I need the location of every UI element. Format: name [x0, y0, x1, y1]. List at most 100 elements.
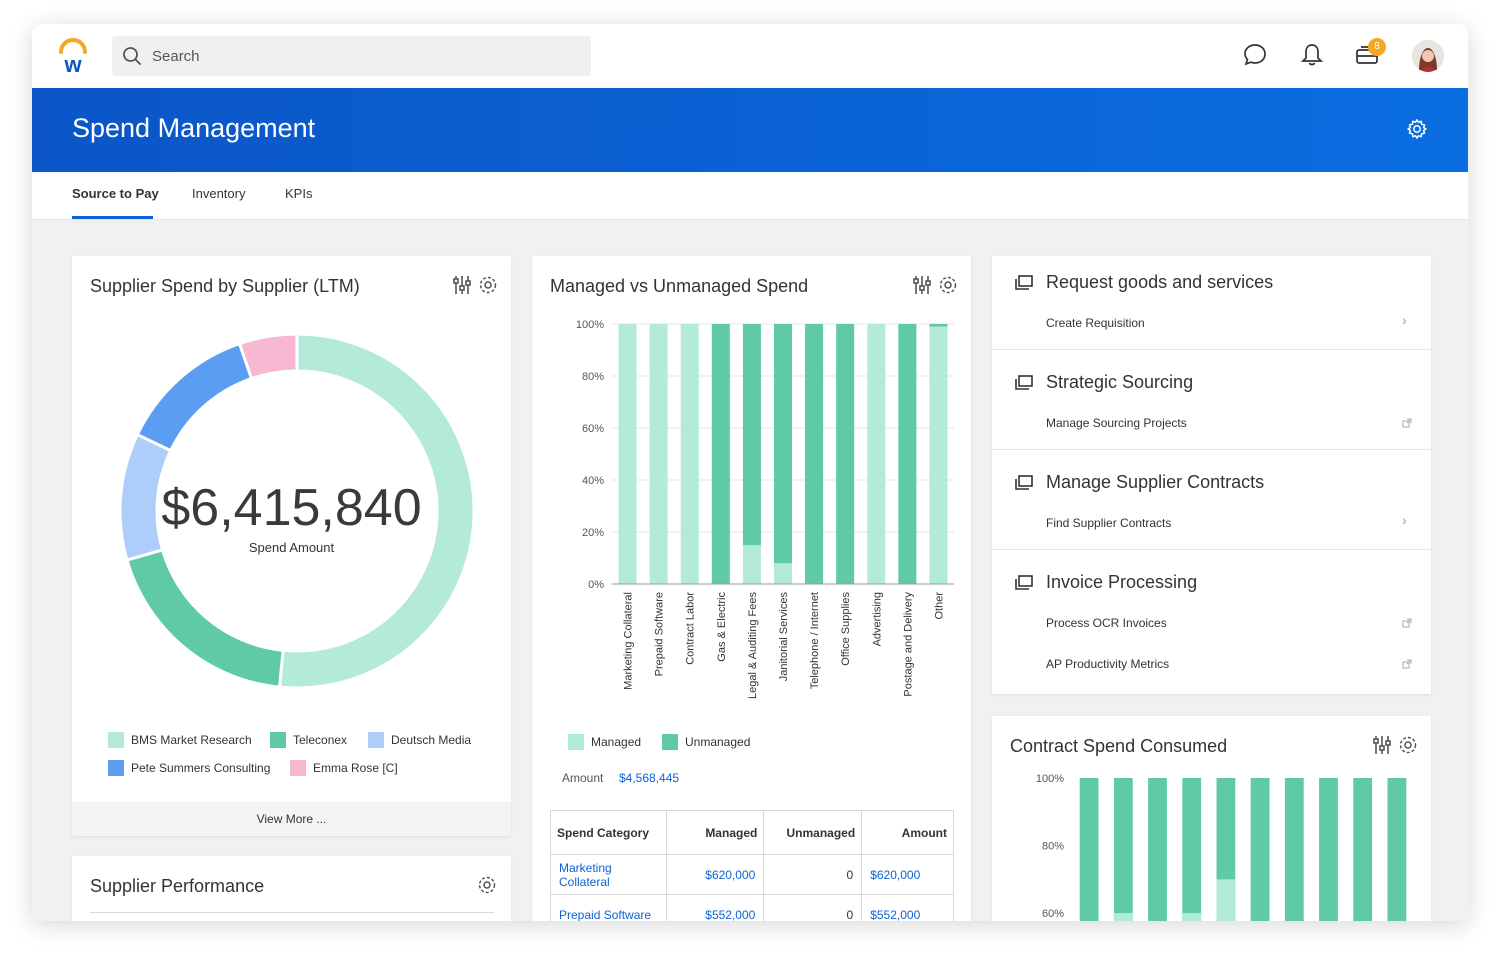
- y-tick-label: 60%: [582, 423, 604, 435]
- bar-segment[interactable]: [898, 324, 917, 584]
- chat-icon[interactable]: [1242, 42, 1268, 68]
- external-link-icon[interactable]: [1402, 659, 1412, 669]
- bar-segment[interactable]: [1353, 778, 1373, 921]
- bar-segment[interactable]: [773, 324, 793, 564]
- search-bar[interactable]: Search: [112, 36, 591, 76]
- amount-value-link[interactable]: $620,000: [861, 854, 954, 895]
- legend-item[interactable]: Pete Summers Consulting: [108, 760, 270, 776]
- external-link-icon[interactable]: [1402, 418, 1412, 428]
- search-input[interactable]: Search: [152, 48, 200, 65]
- bar-segment[interactable]: [1148, 778, 1167, 921]
- y-tick-label: 100%: [1036, 773, 1064, 785]
- supplier-spend-donut: [118, 332, 476, 690]
- bar-segment[interactable]: [1319, 778, 1338, 921]
- external-link-icon[interactable]: [1402, 618, 1412, 628]
- legend-item[interactable]: Deutsch Media: [368, 732, 471, 748]
- tab-inventory[interactable]: Inventory: [192, 186, 246, 201]
- task-link[interactable]: Find Supplier Contracts: [1046, 516, 1172, 530]
- task-group-invoice: Invoice Processing Process OCR Invoices …: [992, 550, 1431, 694]
- chevron-right-icon[interactable]: ›: [1402, 312, 1407, 328]
- legend-item[interactable]: Teleconex: [270, 732, 347, 748]
- bar-segment[interactable]: [867, 324, 886, 584]
- category-link[interactable]: Marketing Collateral: [550, 854, 667, 895]
- category-link[interactable]: Prepaid Software: [550, 894, 667, 921]
- bar-segment[interactable]: [1079, 778, 1099, 921]
- column-header[interactable]: Spend Category: [550, 810, 667, 855]
- gear-icon[interactable]: [479, 276, 497, 294]
- donut-slice[interactable]: [237, 332, 299, 381]
- x-tick-label: Advertising: [871, 592, 883, 646]
- bar-segment[interactable]: [805, 324, 824, 584]
- svg-text:w: w: [63, 52, 82, 74]
- bar-segment[interactable]: [929, 326, 948, 584]
- tab-source-to-pay[interactable]: Source to Pay: [72, 186, 159, 201]
- tab-kpis[interactable]: KPIs: [285, 186, 313, 201]
- gear-icon[interactable]: [476, 874, 500, 896]
- bar-segment[interactable]: [1113, 778, 1133, 921]
- task-group-title: Strategic Sourcing: [1046, 372, 1194, 392]
- task-link[interactable]: Process OCR Invoices: [1046, 616, 1167, 630]
- donut-slice[interactable]: [135, 341, 254, 453]
- window-stack-icon: [1015, 275, 1033, 290]
- task-group-title: Manage Supplier Contracts: [1046, 472, 1265, 492]
- gear-icon[interactable]: [1406, 118, 1428, 140]
- filter-sliders-icon[interactable]: [453, 276, 471, 294]
- bar-segment[interactable]: [1182, 778, 1202, 921]
- legend-item[interactable]: Emma Rose [C]: [290, 760, 398, 776]
- bar-segment[interactable]: [711, 324, 730, 584]
- card-toolbar: [1373, 736, 1417, 754]
- x-tick-label: Prepaid Software: [654, 592, 666, 676]
- bell-icon[interactable]: [1300, 42, 1324, 68]
- amount-label: Amount: [562, 771, 604, 785]
- gear-icon[interactable]: [939, 276, 957, 294]
- bar-segment[interactable]: [680, 324, 699, 584]
- task-link[interactable]: Create Requisition: [1046, 316, 1145, 330]
- bar-segment[interactable]: [1284, 778, 1304, 921]
- legend-item[interactable]: BMS Market Research: [108, 732, 252, 748]
- x-tick-label: Marketing Collateral: [623, 592, 635, 690]
- column-header[interactable]: Managed: [665, 810, 765, 855]
- table-row: Prepaid Software $552,000 0 $552,000: [550, 894, 954, 921]
- contract-spend-card: Contract Spend Consumed 60% 80% 100%: [992, 716, 1431, 921]
- managed-spend-chart: 0% 20% 40% 60% 80% 100% Marketing Collateral Pr…: [576, 319, 954, 700]
- unmanaged-value: 0: [763, 854, 863, 895]
- bar-segment[interactable]: [773, 563, 793, 584]
- avatar[interactable]: [1412, 40, 1444, 72]
- donut-slice[interactable]: [125, 547, 285, 689]
- legend-item[interactable]: Unmanaged: [662, 734, 750, 750]
- task-group-sourcing: Strategic Sourcing Manage Sourcing Proje…: [992, 350, 1431, 450]
- task-link[interactable]: AP Productivity Metrics: [1046, 657, 1170, 671]
- chevron-right-icon[interactable]: ›: [1402, 512, 1407, 528]
- x-tick-label: Legal & Auditing Fees: [747, 592, 759, 700]
- column-header[interactable]: Unmanaged: [763, 810, 863, 855]
- amount-value-link[interactable]: $552,000: [861, 894, 954, 921]
- bar-segment[interactable]: [929, 324, 948, 327]
- view-more-button[interactable]: View More ...: [72, 802, 511, 836]
- amount-value-link[interactable]: $4,568,445: [619, 771, 680, 785]
- bar-segment[interactable]: [742, 324, 761, 545]
- managed-value-link[interactable]: $620,000: [665, 854, 765, 895]
- filter-sliders-icon[interactable]: [1373, 736, 1391, 754]
- task-group-contracts: Manage Supplier Contracts Find Supplier …: [992, 450, 1431, 550]
- bar-segment[interactable]: [1182, 913, 1202, 921]
- card-title: Supplier Performance: [90, 876, 265, 896]
- column-header[interactable]: Amount: [861, 810, 954, 855]
- gear-icon[interactable]: [1399, 736, 1417, 754]
- legend-item[interactable]: Managed: [568, 734, 641, 750]
- task-link[interactable]: Manage Sourcing Projects: [1046, 416, 1187, 430]
- managed-spend-card: Managed vs Unmanaged Spend 0% 20% 40% 60% 80…: [532, 256, 971, 921]
- bar-segment[interactable]: [1250, 778, 1270, 921]
- bar-segment[interactable]: [836, 324, 855, 584]
- bar-segment[interactable]: [1113, 913, 1133, 921]
- workday-logo[interactable]: w: [56, 38, 90, 74]
- bar-segment[interactable]: [1387, 778, 1407, 921]
- bar-segment[interactable]: [742, 545, 761, 584]
- card-toolbar: [913, 276, 957, 294]
- filter-sliders-icon[interactable]: [913, 276, 931, 294]
- bar-segment[interactable]: [618, 324, 637, 584]
- managed-value-link[interactable]: $552,000: [665, 894, 765, 921]
- donut-slice[interactable]: [277, 332, 476, 690]
- bar-segment[interactable]: [649, 324, 668, 584]
- task-group-request: Request goods and services Create Requis…: [992, 256, 1431, 350]
- bar-segment[interactable]: [1216, 879, 1236, 921]
